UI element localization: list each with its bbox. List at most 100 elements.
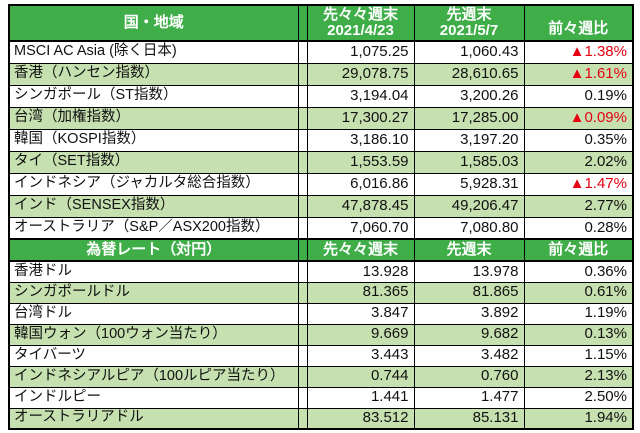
index-row-australia: オーストラリア（S&P／ASX200指数） 7,060.70 7,080.80 … bbox=[8, 216, 634, 240]
value-week3: 6,016.86 bbox=[306, 172, 415, 196]
market-summary-sheet: 国・地域 先々々週末 2021/4/23 先週末 2021/5/7 前々週比 M… bbox=[8, 4, 634, 430]
change-value: 0.61% bbox=[523, 281, 634, 304]
spacer-cell bbox=[297, 150, 308, 174]
value-week3: 1,553.59 bbox=[306, 150, 415, 174]
change-value: 0.36% bbox=[523, 260, 634, 283]
index-row-thailand: タイ（SET指数） 1,553.59 1,585.03 2.02% bbox=[8, 150, 634, 174]
indices-header-week1: 先週末 2021/5/7 bbox=[413, 4, 525, 42]
spacer-cell bbox=[297, 216, 308, 240]
value-week3: 83.512 bbox=[306, 407, 415, 430]
value-week1: 3.892 bbox=[413, 302, 525, 325]
spacer-cell bbox=[297, 194, 308, 218]
value-week1: 81.865 bbox=[413, 281, 525, 304]
spacer-cell bbox=[297, 106, 308, 130]
spacer-cell bbox=[297, 260, 308, 283]
value-week3: 1.441 bbox=[306, 386, 415, 409]
index-row-indonesia: インドネシア（ジャカルタ総合指数） 6,016.86 5,928.31 ▲1.4… bbox=[8, 172, 634, 196]
currency-label: インドルピー bbox=[8, 386, 299, 409]
country-label: シンガポール（ST指数） bbox=[8, 84, 299, 108]
value-week1: 1.477 bbox=[413, 386, 525, 409]
value-week1: 3.482 bbox=[413, 344, 525, 367]
index-row-hongkong: 香港（ハンセン指数） 29,078.75 28,610.65 ▲1.61% bbox=[8, 62, 634, 86]
spacer-cell bbox=[297, 62, 308, 86]
country-label: 香港（ハンセン指数） bbox=[8, 62, 299, 86]
week1-label: 先週末 bbox=[446, 5, 492, 23]
value-week3: 3.443 bbox=[306, 344, 415, 367]
fx-row-krw: 韓国ウォン（100ウォン当たり） 9.669 9.682 0.13% bbox=[8, 323, 634, 346]
currency-label: タイバーツ bbox=[8, 344, 299, 367]
index-row-india: インド（SENSEX指数） 47,878.45 49,206.47 2.77% bbox=[8, 194, 634, 218]
value-week1: 9.682 bbox=[413, 323, 525, 346]
spacer-cell bbox=[297, 84, 308, 108]
currency-label: オーストラリアドル bbox=[8, 407, 299, 430]
fx-header-change: 前々週比 bbox=[523, 238, 634, 262]
value-week3: 3,194.04 bbox=[306, 84, 415, 108]
value-week1: 5,928.31 bbox=[413, 172, 525, 196]
spacer-cell bbox=[297, 40, 308, 64]
currency-label: 香港ドル bbox=[8, 260, 299, 283]
value-week3: 17,300.27 bbox=[306, 106, 415, 130]
change-value: 0.13% bbox=[523, 323, 634, 346]
fx-row-thb: タイバーツ 3.443 3.482 1.15% bbox=[8, 344, 634, 367]
value-week1: 3,197.20 bbox=[413, 128, 525, 152]
change-value: 2.50% bbox=[523, 386, 634, 409]
country-label: MSCI AC Asia (除く日本) bbox=[8, 40, 299, 64]
week3-date: 2021/4/23 bbox=[327, 22, 394, 39]
fx-row-sgd: シンガポールドル 81.365 81.865 0.61% bbox=[8, 281, 634, 304]
value-week3: 81.365 bbox=[306, 281, 415, 304]
change-value: 1.94% bbox=[523, 407, 634, 430]
fx-header-title: 為替レート（対円） bbox=[8, 238, 299, 262]
indices-header-row: 国・地域 先々々週末 2021/4/23 先週末 2021/5/7 前々週比 bbox=[8, 4, 634, 42]
value-week3: 47,878.45 bbox=[306, 194, 415, 218]
change-value: 1.19% bbox=[523, 302, 634, 325]
country-label: オーストラリア（S&P／ASX200指数） bbox=[8, 216, 299, 240]
index-row-msci: MSCI AC Asia (除く日本) 1,075.25 1,060.43 ▲1… bbox=[8, 40, 634, 64]
value-week3: 7,060.70 bbox=[306, 216, 415, 240]
value-week1: 17,285.00 bbox=[413, 106, 525, 130]
value-week3: 3.847 bbox=[306, 302, 415, 325]
indices-header-week3: 先々々週末 2021/4/23 bbox=[306, 4, 415, 42]
fx-header-week3: 先々々週末 bbox=[306, 238, 415, 262]
fx-row-idr: インドネシアルピア（100ルピア当たり） 0.744 0.760 2.13% bbox=[8, 365, 634, 388]
country-label: タイ（SET指数） bbox=[8, 150, 299, 174]
week1-date: 2021/5/7 bbox=[439, 22, 499, 39]
country-label: 韓国（KOSPI指数） bbox=[8, 128, 299, 152]
change-value: 2.77% bbox=[523, 194, 634, 218]
change-value: ▲0.09% bbox=[523, 106, 634, 130]
value-week3: 29,078.75 bbox=[306, 62, 415, 86]
spacer-cell bbox=[297, 281, 308, 304]
change-value: ▲1.47% bbox=[523, 172, 634, 196]
change-value: ▲1.38% bbox=[523, 40, 634, 64]
spacer-cell bbox=[297, 407, 308, 430]
value-week3: 3,186.10 bbox=[306, 128, 415, 152]
currency-label: シンガポールドル bbox=[8, 281, 299, 304]
week3-label: 先々々週末 bbox=[322, 5, 398, 23]
spacer-cell bbox=[297, 323, 308, 346]
value-week1: 13.978 bbox=[413, 260, 525, 283]
change-value: 0.35% bbox=[523, 128, 634, 152]
currency-label: インドネシアルピア（100ルピア当たり） bbox=[8, 365, 299, 388]
value-week3: 1,075.25 bbox=[306, 40, 415, 64]
fx-row-hkd: 香港ドル 13.928 13.978 0.36% bbox=[8, 260, 634, 283]
value-week1: 3,200.26 bbox=[413, 84, 525, 108]
spacer-cell bbox=[297, 344, 308, 367]
spacer-cell bbox=[297, 4, 308, 42]
change-value: 0.28% bbox=[523, 216, 634, 240]
country-label: 台湾（加権指数） bbox=[8, 106, 299, 130]
fx-row-inr: インドルピー 1.441 1.477 2.50% bbox=[8, 386, 634, 409]
spacer-cell bbox=[297, 172, 308, 196]
change-value: 2.02% bbox=[523, 150, 634, 174]
spacer-cell bbox=[297, 386, 308, 409]
fx-header-row: 為替レート（対円） 先々々週末 先週末 前々週比 bbox=[8, 238, 634, 262]
value-week1: 1,060.43 bbox=[413, 40, 525, 64]
spacer-cell bbox=[297, 238, 308, 262]
country-label: インド（SENSEX指数） bbox=[8, 194, 299, 218]
value-week1: 28,610.65 bbox=[413, 62, 525, 86]
value-week3: 13.928 bbox=[306, 260, 415, 283]
currency-label: 台湾ドル bbox=[8, 302, 299, 325]
currency-label: 韓国ウォン（100ウォン当たり） bbox=[8, 323, 299, 346]
change-value: 2.13% bbox=[523, 365, 634, 388]
indices-header-change: 前々週比 bbox=[523, 4, 634, 42]
spacer-cell bbox=[297, 302, 308, 325]
market-summary-table: 国・地域 先々々週末 2021/4/23 先週末 2021/5/7 前々週比 M… bbox=[8, 4, 634, 430]
